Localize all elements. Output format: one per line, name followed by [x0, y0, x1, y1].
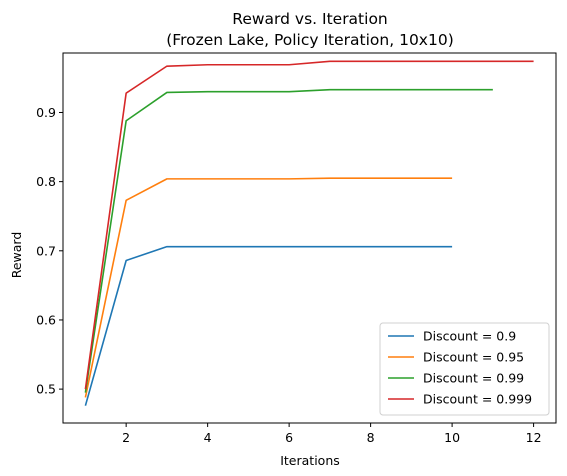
y-tick-label: 0.6: [36, 312, 56, 327]
chart-title-line1: Reward vs. Iteration: [232, 10, 388, 28]
x-axis-ticks: 2 4 6 8 10 12: [122, 423, 542, 445]
legend-label-4: Discount = 0.999: [423, 392, 532, 407]
legend-label-2: Discount = 0.95: [423, 350, 524, 365]
series-line-4: [84, 60, 534, 390]
legend: Discount = 0.9 Discount = 0.95 Discount = …: [379, 322, 550, 416]
x-tick-label: 2: [122, 430, 130, 445]
x-tick-label: 6: [285, 430, 293, 445]
y-tick-label: 0.8: [36, 174, 56, 189]
series-layer: [84, 60, 534, 406]
y-axis-ticks: 0.5 0.6 0.7 0.8 0.9: [36, 105, 63, 397]
y-tick-label: 0.5: [36, 382, 56, 397]
x-tick-label: 10: [444, 430, 460, 445]
legend-box: [379, 322, 550, 416]
plot-area: [62, 52, 557, 424]
y-axis-label: Reward: [9, 232, 24, 279]
x-tick-label: 4: [204, 430, 212, 445]
y-tick-label: 0.7: [36, 243, 56, 258]
legend-label-1: Discount = 0.9: [423, 329, 516, 344]
plot-frame: [62, 52, 557, 424]
series-line-3: [84, 88, 493, 393]
x-tick-label: 12: [526, 430, 542, 445]
chart-title-line2: (Frozen Lake, Policy Iteration, 10x10): [166, 31, 454, 49]
y-tick-label: 0.9: [36, 105, 56, 120]
x-tick-label: 8: [367, 430, 375, 445]
legend-label-3: Discount = 0.99: [423, 371, 524, 386]
series-line-1: [84, 245, 453, 406]
x-axis-label: Iterations: [280, 453, 340, 468]
series-line-2: [84, 177, 453, 398]
